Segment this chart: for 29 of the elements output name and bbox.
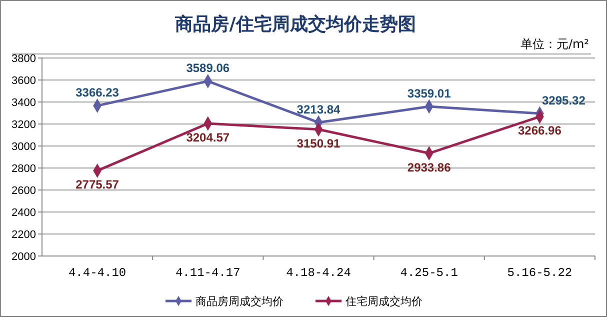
legend-label: 住宅周成交均价	[346, 295, 422, 308]
data-label: 3589.06	[186, 61, 230, 76]
y-tick-label: 3200	[12, 119, 36, 131]
y-tick-label: 2200	[12, 229, 36, 241]
x-tick-label: 4.18-4.24	[286, 266, 351, 280]
data-label: 3213.84	[296, 102, 341, 116]
data-label: 3150.91	[296, 136, 341, 150]
y-tick-label: 2400	[12, 207, 36, 219]
y-tick-label: 2800	[12, 163, 36, 175]
y-tick-label: 3000	[12, 141, 36, 153]
data-label: 3266.96	[518, 124, 562, 138]
legend-label: 商品房周成交均价	[196, 295, 284, 308]
data-label: 3204.57	[186, 130, 230, 144]
y-tick-label: 3400	[12, 97, 36, 109]
y-tick-label: 3800	[12, 53, 36, 65]
chart-title: 商品房/住宅周成交均价走势图	[174, 14, 416, 35]
x-tick-label: 4.4-4.10	[68, 266, 126, 280]
data-label: 3359.01	[407, 86, 452, 101]
y-tick-label: 2000	[12, 251, 36, 263]
data-label: 2775.57	[76, 178, 120, 192]
data-label: 3295.32	[542, 94, 586, 108]
data-label: 2933.86	[407, 160, 452, 174]
x-tick-label: 5.16-5.22	[507, 266, 572, 280]
data-label: 3366.23	[76, 86, 120, 100]
y-tick-label: 3600	[12, 75, 36, 87]
y-tick-label: 2600	[12, 185, 36, 197]
x-tick-label: 4.11-4.17	[175, 266, 240, 280]
text: 单位：元/m²	[520, 37, 590, 51]
x-tick-label: 4.25-5.1	[400, 266, 458, 280]
